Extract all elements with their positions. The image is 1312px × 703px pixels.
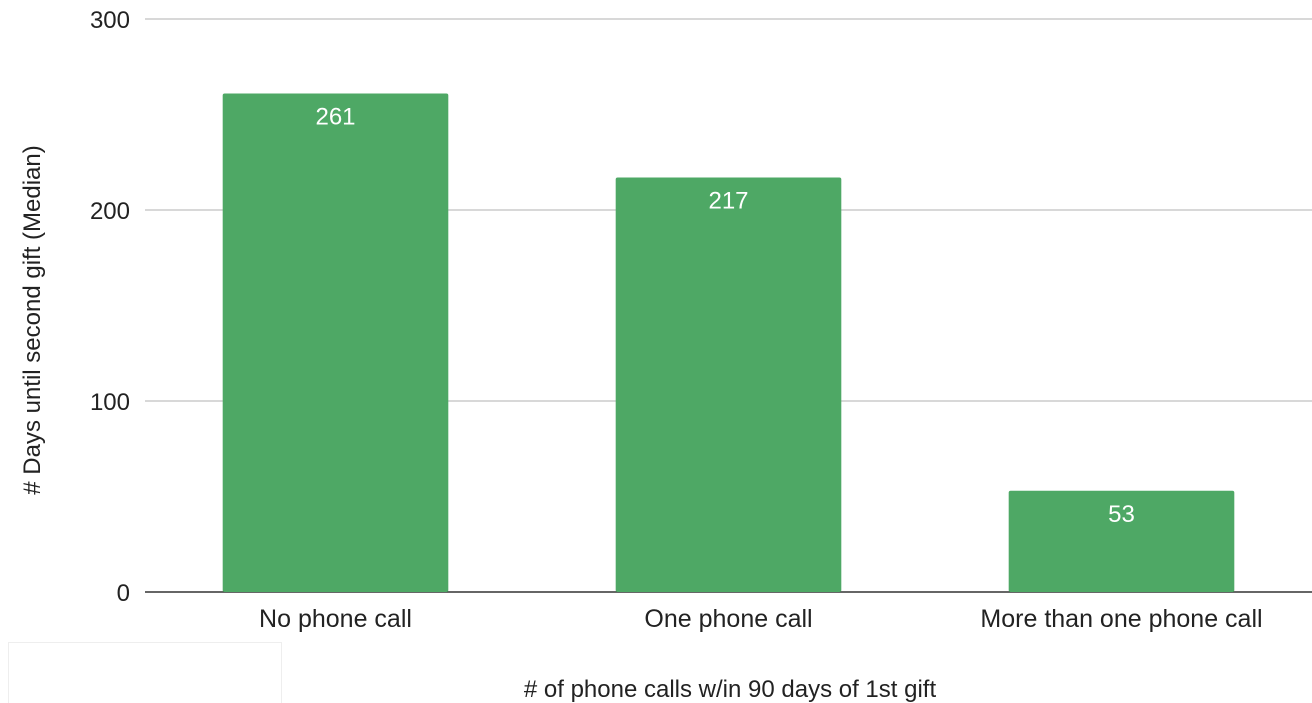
x-category-label: More than one phone call — [980, 605, 1262, 633]
bar-data-label: 217 — [708, 188, 748, 215]
bar-data-label: 261 — [315, 103, 355, 130]
blank-panel — [8, 642, 282, 703]
y-tick-label: 300 — [90, 7, 130, 34]
y-tick-label: 0 — [117, 580, 130, 607]
bar-data-label: 53 — [1108, 501, 1135, 528]
y-tick-label: 200 — [90, 198, 130, 225]
bar — [615, 177, 842, 592]
x-axis-title: # of phone calls w/in 90 days of 1st gif… — [524, 676, 937, 703]
x-axis-categories: No phone call One phone call More than one… — [259, 605, 1263, 633]
bars: 261 217 53 — [222, 93, 1235, 593]
y-axis-title: # Days until second gift (Median) — [19, 145, 46, 495]
bar — [222, 93, 449, 593]
y-axis-ticks: 0 100 200 300 — [90, 7, 130, 607]
x-category-label: No phone call — [259, 605, 412, 633]
x-category-label: One phone call — [644, 605, 812, 633]
bar — [1008, 490, 1235, 592]
y-tick-label: 100 — [90, 389, 130, 416]
